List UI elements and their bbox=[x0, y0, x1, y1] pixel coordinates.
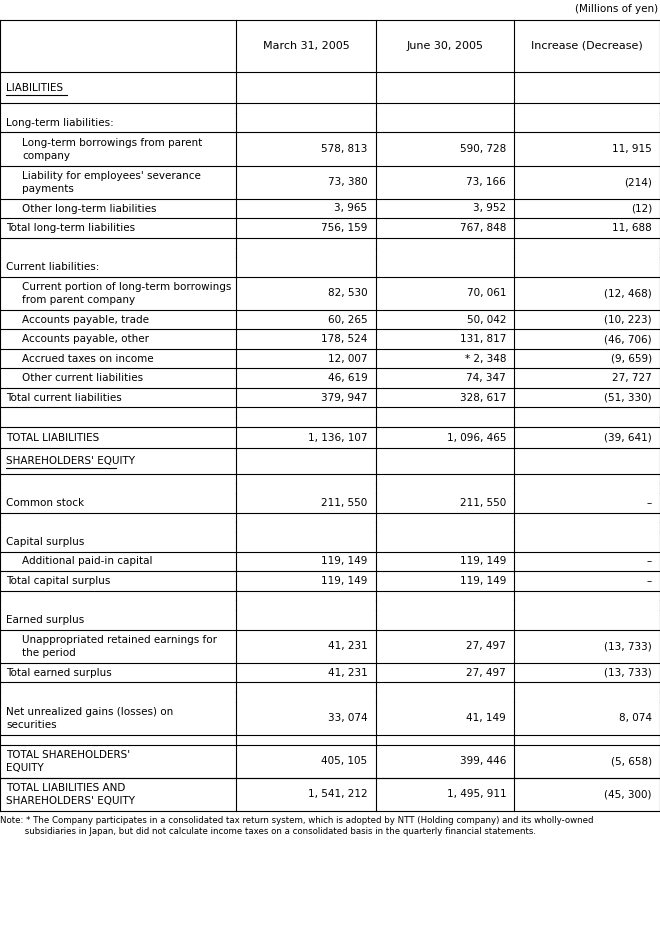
Text: 119, 149: 119, 149 bbox=[460, 557, 506, 566]
Text: 3, 952: 3, 952 bbox=[473, 204, 506, 214]
Text: 82, 530: 82, 530 bbox=[328, 289, 368, 299]
Text: 1, 541, 212: 1, 541, 212 bbox=[308, 789, 368, 799]
Text: (13, 733): (13, 733) bbox=[605, 641, 652, 651]
Text: 12, 007: 12, 007 bbox=[328, 353, 368, 364]
Text: –: – bbox=[647, 576, 652, 586]
Text: Net unrealized gains (losses) on: Net unrealized gains (losses) on bbox=[6, 708, 173, 718]
Text: 27, 497: 27, 497 bbox=[467, 668, 506, 678]
Text: (214): (214) bbox=[624, 178, 652, 187]
Text: 73, 166: 73, 166 bbox=[467, 178, 506, 187]
Text: 1, 136, 107: 1, 136, 107 bbox=[308, 433, 368, 443]
Text: Total current liabilities: Total current liabilities bbox=[6, 392, 121, 402]
Text: (5, 658): (5, 658) bbox=[611, 757, 652, 766]
Text: 405, 105: 405, 105 bbox=[321, 757, 368, 766]
Text: Accounts payable, other: Accounts payable, other bbox=[22, 334, 149, 344]
Text: 756, 159: 756, 159 bbox=[321, 223, 368, 233]
Text: March 31, 2005: March 31, 2005 bbox=[263, 41, 349, 51]
Text: company: company bbox=[22, 151, 70, 161]
Text: Current portion of long-term borrowings: Current portion of long-term borrowings bbox=[22, 282, 232, 292]
Text: Common stock: Common stock bbox=[6, 498, 84, 508]
Text: 27, 727: 27, 727 bbox=[612, 373, 652, 383]
Text: TOTAL LIABILITIES AND: TOTAL LIABILITIES AND bbox=[6, 783, 125, 794]
Text: 578, 813: 578, 813 bbox=[321, 144, 368, 154]
Text: 11, 688: 11, 688 bbox=[612, 223, 652, 233]
Text: SHAREHOLDERS' EQUITY: SHAREHOLDERS' EQUITY bbox=[6, 456, 135, 466]
Text: (13, 733): (13, 733) bbox=[605, 668, 652, 678]
Text: the period: the period bbox=[22, 648, 76, 659]
Text: 3, 965: 3, 965 bbox=[335, 204, 368, 214]
Text: 46, 619: 46, 619 bbox=[328, 373, 368, 383]
Text: 73, 380: 73, 380 bbox=[328, 178, 368, 187]
Text: securities: securities bbox=[6, 721, 57, 731]
Text: 60, 265: 60, 265 bbox=[328, 314, 368, 325]
Text: (12): (12) bbox=[631, 204, 652, 214]
Text: Long-term borrowings from parent: Long-term borrowings from parent bbox=[22, 138, 202, 148]
Text: (9, 659): (9, 659) bbox=[611, 353, 652, 364]
Text: (Millions of yen): (Millions of yen) bbox=[575, 4, 658, 14]
Text: Additional paid-in capital: Additional paid-in capital bbox=[22, 557, 152, 566]
Text: (45, 300): (45, 300) bbox=[605, 789, 652, 799]
Text: (39, 641): (39, 641) bbox=[605, 433, 652, 443]
Text: Long-term liabilities:: Long-term liabilities: bbox=[6, 117, 114, 128]
Text: Total long-term liabilities: Total long-term liabilities bbox=[6, 223, 135, 233]
Text: 11, 915: 11, 915 bbox=[612, 144, 652, 154]
Text: * 2, 348: * 2, 348 bbox=[465, 353, 506, 364]
Text: subsidiaries in Japan, but did not calculate income taxes on a consolidated basi: subsidiaries in Japan, but did not calcu… bbox=[0, 827, 536, 836]
Text: 50, 042: 50, 042 bbox=[467, 314, 506, 325]
Text: 119, 149: 119, 149 bbox=[321, 557, 368, 566]
Text: (10, 223): (10, 223) bbox=[605, 314, 652, 325]
Text: Accounts payable, trade: Accounts payable, trade bbox=[22, 314, 149, 325]
Text: 119, 149: 119, 149 bbox=[460, 576, 506, 586]
Text: LIABILITIES: LIABILITIES bbox=[6, 82, 63, 93]
Text: June 30, 2005: June 30, 2005 bbox=[407, 41, 483, 51]
Text: from parent company: from parent company bbox=[22, 295, 135, 305]
Text: 178, 524: 178, 524 bbox=[321, 334, 368, 344]
Text: –: – bbox=[647, 557, 652, 566]
Text: 211, 550: 211, 550 bbox=[460, 498, 506, 508]
Text: 74, 347: 74, 347 bbox=[467, 373, 506, 383]
Text: 33, 074: 33, 074 bbox=[328, 713, 368, 723]
Text: 41, 231: 41, 231 bbox=[328, 668, 368, 678]
Text: Liability for employees' severance: Liability for employees' severance bbox=[22, 171, 201, 181]
Text: Other long-term liabilities: Other long-term liabilities bbox=[22, 204, 156, 214]
Text: 119, 149: 119, 149 bbox=[321, 576, 368, 586]
Text: Capital surplus: Capital surplus bbox=[6, 536, 84, 547]
Text: 1, 096, 465: 1, 096, 465 bbox=[447, 433, 506, 443]
Text: Other current liabilities: Other current liabilities bbox=[22, 373, 143, 383]
Text: Earned surplus: Earned surplus bbox=[6, 615, 84, 625]
Text: 41, 149: 41, 149 bbox=[467, 713, 506, 723]
Text: (51, 330): (51, 330) bbox=[605, 392, 652, 402]
Text: Unappropriated retained earnings for: Unappropriated retained earnings for bbox=[22, 635, 217, 646]
Text: 131, 817: 131, 817 bbox=[460, 334, 506, 344]
Text: SHAREHOLDERS' EQUITY: SHAREHOLDERS' EQUITY bbox=[6, 796, 135, 807]
Text: 41, 231: 41, 231 bbox=[328, 641, 368, 651]
Text: Total earned surplus: Total earned surplus bbox=[6, 668, 112, 678]
Text: 379, 947: 379, 947 bbox=[321, 392, 368, 402]
Text: 70, 061: 70, 061 bbox=[467, 289, 506, 299]
Text: –: – bbox=[647, 498, 652, 508]
Text: (12, 468): (12, 468) bbox=[605, 289, 652, 299]
Text: TOTAL SHAREHOLDERS': TOTAL SHAREHOLDERS' bbox=[6, 750, 130, 760]
Text: (46, 706): (46, 706) bbox=[605, 334, 652, 344]
Text: EQUITY: EQUITY bbox=[6, 763, 44, 773]
Text: 211, 550: 211, 550 bbox=[321, 498, 368, 508]
Text: 767, 848: 767, 848 bbox=[460, 223, 506, 233]
Text: TOTAL LIABILITIES: TOTAL LIABILITIES bbox=[6, 433, 99, 443]
Text: Accrued taxes on income: Accrued taxes on income bbox=[22, 353, 154, 364]
Text: 328, 617: 328, 617 bbox=[460, 392, 506, 402]
Text: 8, 074: 8, 074 bbox=[619, 713, 652, 723]
Text: 399, 446: 399, 446 bbox=[460, 757, 506, 766]
Text: Current liabilities:: Current liabilities: bbox=[6, 262, 100, 272]
Text: Increase (Decrease): Increase (Decrease) bbox=[531, 41, 643, 51]
Text: Total capital surplus: Total capital surplus bbox=[6, 576, 110, 586]
Text: payments: payments bbox=[22, 184, 74, 194]
Text: 1, 495, 911: 1, 495, 911 bbox=[447, 789, 506, 799]
Text: Note: * The Company participates in a consolidated tax return system, which is a: Note: * The Company participates in a co… bbox=[0, 816, 593, 825]
Text: 27, 497: 27, 497 bbox=[467, 641, 506, 651]
Text: 590, 728: 590, 728 bbox=[460, 144, 506, 154]
